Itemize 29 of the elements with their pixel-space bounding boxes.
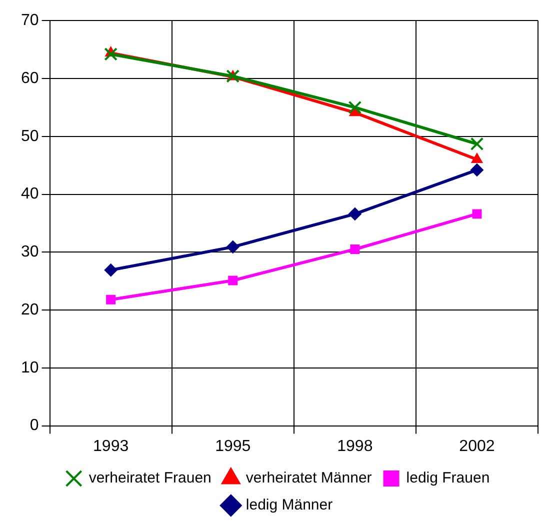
point	[226, 240, 240, 254]
y-tick-label: 70	[21, 12, 39, 30]
legend-label: ledig Männer	[246, 496, 333, 514]
point	[226, 70, 240, 83]
y-tick-label: 20	[21, 301, 39, 318]
point	[104, 48, 118, 61]
y-tick-label: 60	[21, 70, 39, 87]
x-tick-label: 2002	[459, 438, 495, 455]
point	[470, 137, 484, 151]
y-tick-label: 10	[21, 359, 39, 376]
point	[106, 294, 116, 304]
point	[472, 209, 482, 219]
x-tick-label: 1995	[215, 438, 251, 455]
x-tick-label: 1993	[93, 438, 129, 455]
y-tick-label: 50	[21, 128, 39, 145]
y-tick-label: 0	[30, 417, 39, 434]
point	[350, 244, 360, 254]
x-tick-label: 1998	[337, 438, 373, 455]
point	[348, 100, 362, 114]
legend-label: ledig Frauen	[406, 470, 490, 487]
legend-label: verheiratet Männer	[246, 470, 372, 487]
point	[348, 207, 362, 220]
point	[471, 153, 483, 164]
point	[470, 163, 484, 176]
legend-label: verheiratet Frauen	[88, 470, 212, 487]
point	[228, 276, 238, 286]
point	[104, 264, 118, 277]
y-tick-label: 30	[21, 244, 39, 261]
y-tick-label: 40	[21, 186, 39, 203]
